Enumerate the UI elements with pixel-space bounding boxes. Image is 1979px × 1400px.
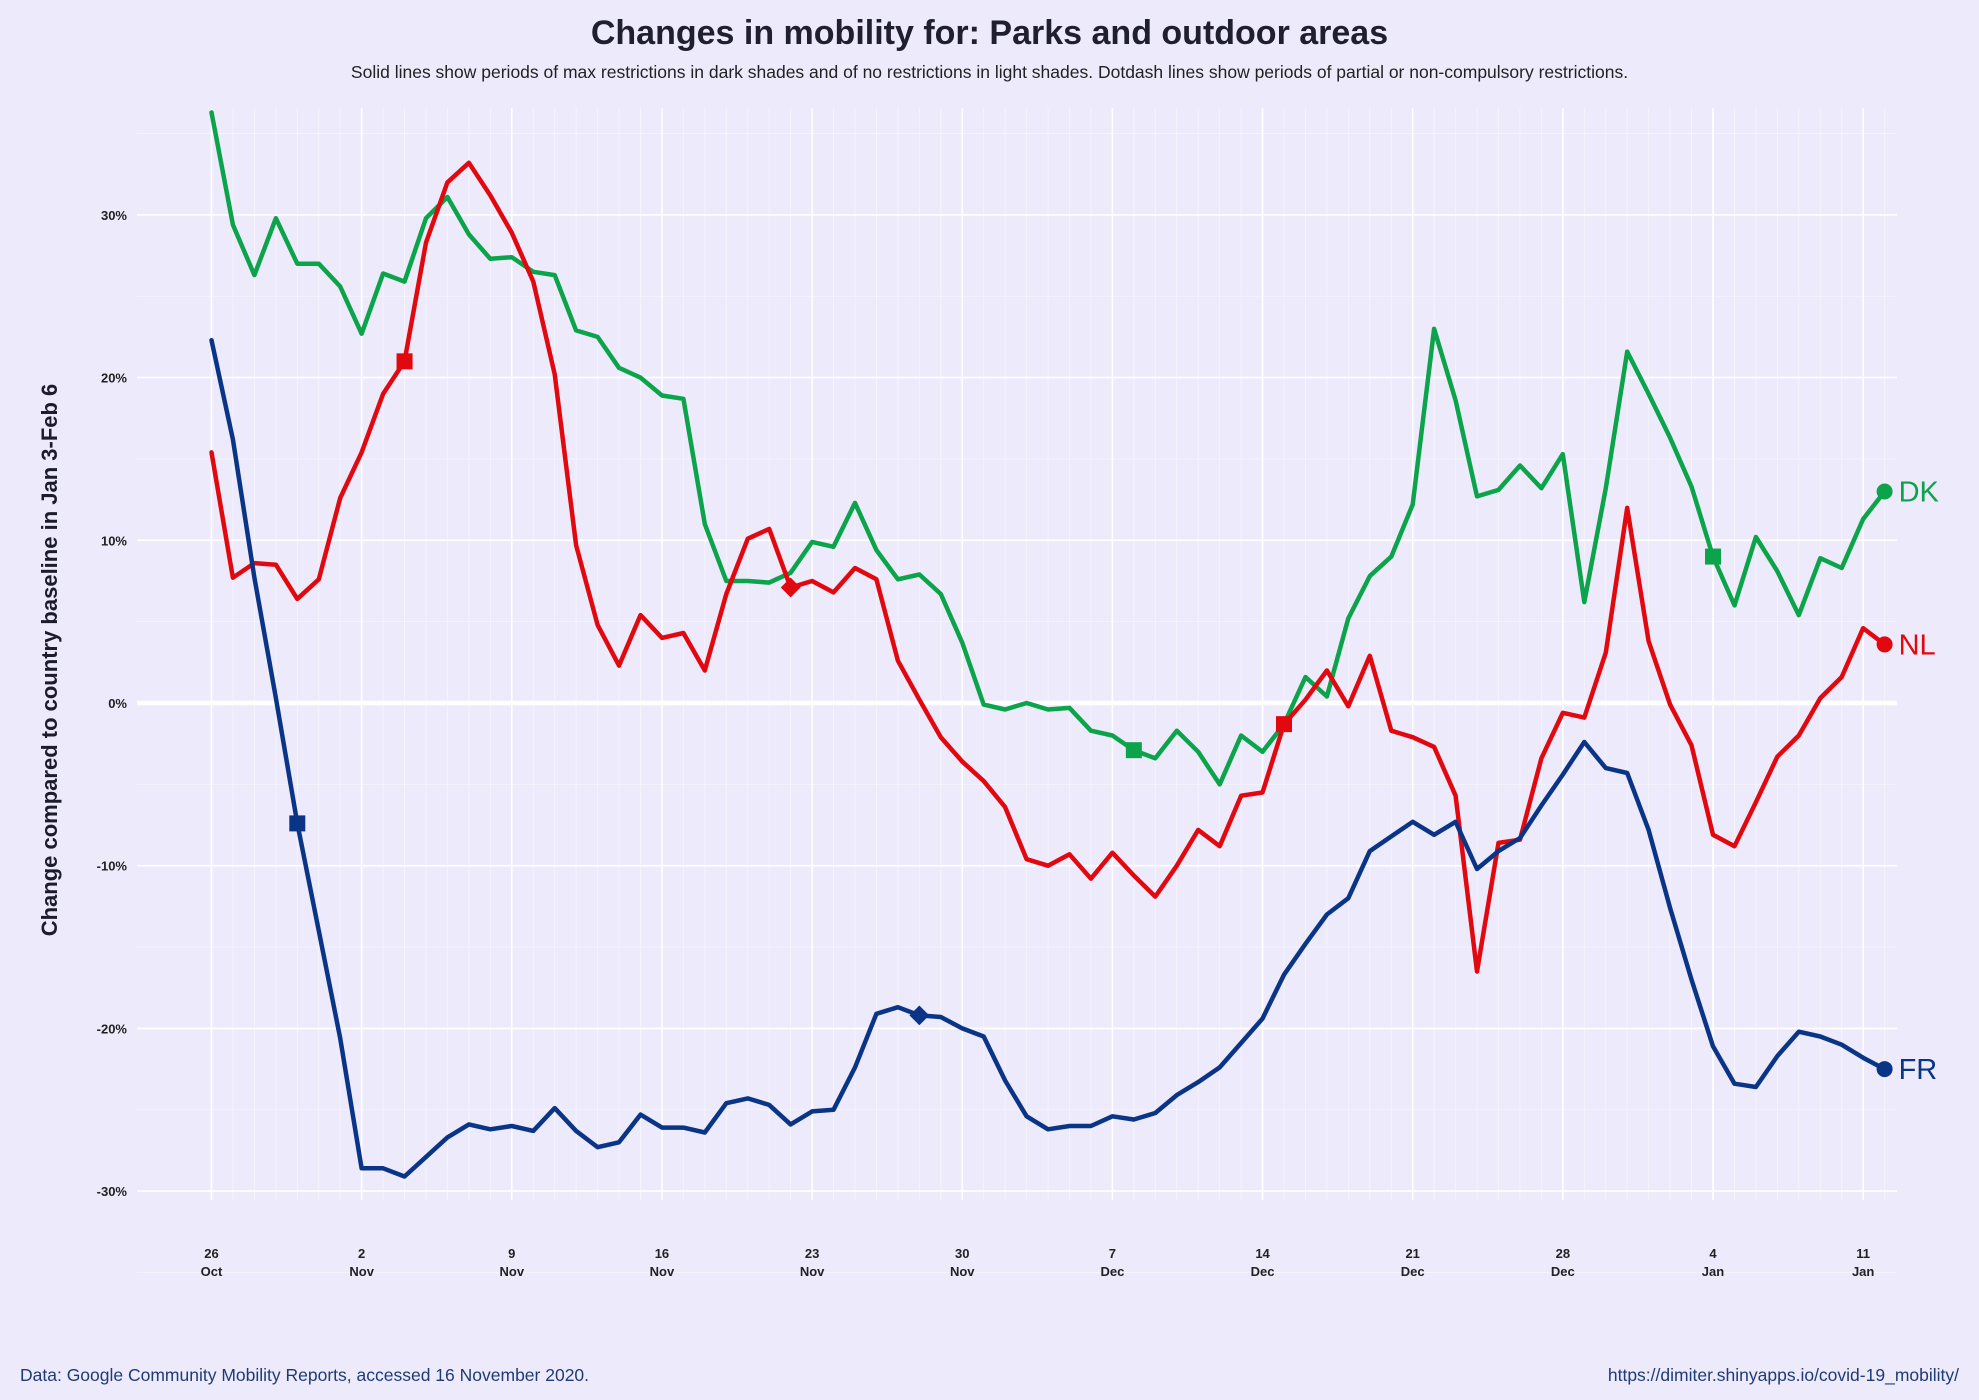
data-source-caption: Data: Google Community Mobility Reports,…: [20, 1365, 590, 1385]
source-url-link[interactable]: https://dimiter.shinyapps.io/covid-19_mo…: [1607, 1365, 1959, 1385]
chart-title: Changes in mobility for: Parks and outdo…: [590, 14, 1389, 52]
restriction-change-marker: [1705, 548, 1721, 565]
chart-subtitle: Solid lines show periods of max restrict…: [350, 62, 1629, 82]
y-axis-ticks: 30% 20% 10% 0% -10% -20% -30%: [97, 208, 128, 1199]
series-end-label-nl: NL: [1899, 629, 1936, 661]
y-tick-label: 10%: [101, 533, 127, 548]
series-end-point: [1876, 483, 1893, 500]
series-end-point: [1876, 1061, 1893, 1078]
x-tick-label: 9: [508, 1246, 515, 1261]
y-tick-label: -20%: [97, 1021, 128, 1036]
x-tick-label: Dec: [1100, 1264, 1124, 1279]
x-tick-label: Dec: [1551, 1264, 1575, 1279]
series-end-label-fr: FR: [1899, 1054, 1938, 1086]
x-tick-label: 11: [1856, 1246, 1870, 1261]
restriction-change-marker: [780, 577, 801, 598]
series-end-labels: DK NL FR: [1899, 476, 1940, 1086]
y-tick-label: -10%: [97, 859, 128, 874]
series-line-dk: [209, 110, 1887, 787]
restriction-change-marker: [396, 353, 413, 370]
y-tick-label: 20%: [101, 371, 127, 386]
x-tick-label: 21: [1405, 1246, 1419, 1261]
x-tick-label: 7: [1109, 1246, 1116, 1261]
y-tick-label: 30%: [101, 208, 127, 223]
x-tick-label: 4: [1709, 1246, 1717, 1261]
x-tick-label: Dec: [1401, 1264, 1425, 1279]
y-tick-label: -30%: [97, 1184, 128, 1199]
x-tick-label: Nov: [950, 1264, 975, 1279]
x-tick-label: 16: [655, 1246, 669, 1261]
y-axis-label: Change compared to country baseline in J…: [37, 384, 62, 937]
x-tick-label: Oct: [201, 1264, 223, 1279]
series-layer: [209, 110, 1887, 1179]
restriction-change-marker: [289, 815, 306, 832]
y-tick-label: 0%: [108, 696, 127, 711]
grid-layer: [137, 108, 1897, 1273]
series-line-nl: [209, 160, 1887, 974]
x-tick-label: 26: [204, 1246, 218, 1261]
restriction-change-marker: [1125, 742, 1142, 759]
x-tick-label: Nov: [800, 1264, 825, 1279]
marker-layer: [289, 353, 1893, 1078]
restriction-change-marker: [1276, 716, 1292, 733]
x-tick-label: 30: [955, 1246, 969, 1261]
x-tick-label: 14: [1255, 1246, 1270, 1261]
series-end-point: [1876, 636, 1893, 653]
x-tick-label: Nov: [650, 1264, 675, 1279]
restriction-change-marker: [909, 1005, 930, 1026]
x-tick-label: 2: [358, 1246, 365, 1261]
x-tick-label: 23: [805, 1246, 819, 1261]
x-tick-label: Nov: [500, 1264, 525, 1279]
x-axis-ticks: 26 Oct 2 Nov 9 Nov 16 Nov 23 Nov 30 Nov 7 Dec 14 Dec 21 D…: [201, 1246, 1875, 1279]
x-tick-label: Jan: [1702, 1264, 1724, 1279]
x-tick-label: Jan: [1852, 1264, 1874, 1279]
series-line-fr: [209, 337, 1887, 1179]
series-end-label-dk: DK: [1899, 476, 1940, 508]
x-tick-label: Nov: [349, 1264, 374, 1279]
x-tick-label: 28: [1556, 1246, 1570, 1261]
x-tick-label: Dec: [1251, 1264, 1275, 1279]
